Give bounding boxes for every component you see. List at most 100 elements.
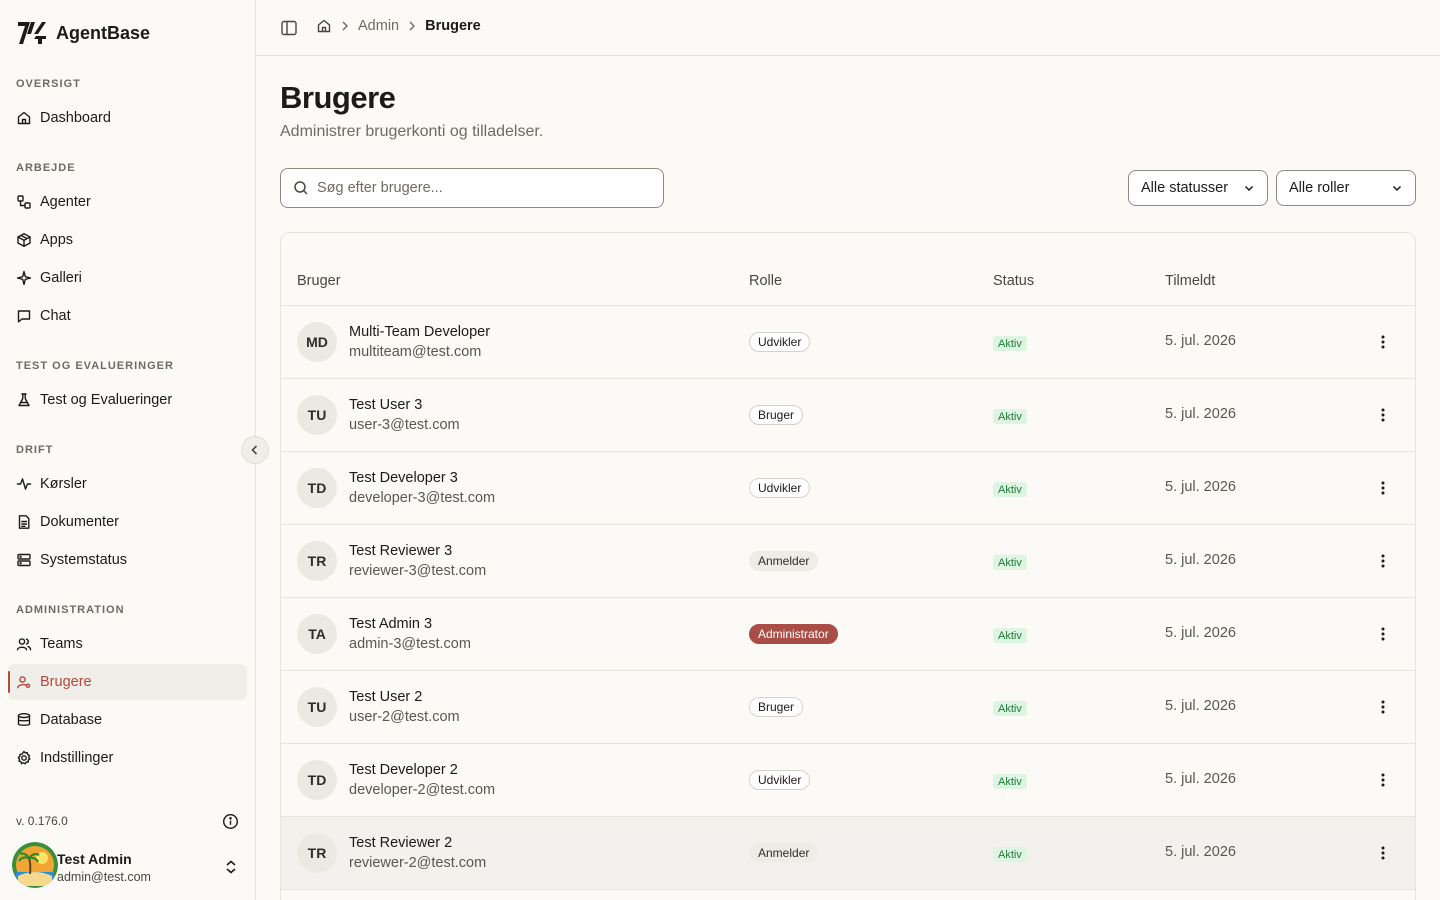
search-box (280, 168, 664, 208)
sidebar-item-indstillinger[interactable]: Indstillinger (8, 740, 247, 776)
user-email: reviewer-2@test.com (349, 855, 487, 871)
sidebar-item-label: Systemstatus (40, 552, 128, 568)
row-actions-button[interactable] (1369, 332, 1397, 352)
joined-date: 5. jul. 2026 (1165, 625, 1236, 641)
user-cog-icon (17, 676, 31, 689)
info-icon[interactable] (222, 813, 239, 830)
avatar: TD (297, 468, 337, 508)
activity-icon (16, 478, 32, 490)
chevron-left-icon (251, 445, 258, 455)
role-filter-select[interactable]: Alle roller (1276, 170, 1416, 206)
chevron-down-icon (1392, 185, 1402, 192)
chevron-right-icon (342, 21, 348, 31)
table-row[interactable]: TA Test Admin 3 admin-3@test.com Administra… (281, 598, 1415, 671)
user-name: Multi-Team Developer (349, 324, 491, 340)
sidebar-item-label: Dokumenter (40, 514, 119, 530)
table-row[interactable]: TD Test Developer 3 developer-3@test.com Ud… (281, 452, 1415, 525)
user-name: Test User 3 (349, 397, 423, 413)
user-email: multiteam@test.com (349, 344, 482, 360)
section-label-0: OVERSIGT (16, 78, 81, 90)
table-row[interactable]: TU Test User 2 user-2@test.com Bruger Aktiv 5… (281, 671, 1415, 744)
sidebar-item-database[interactable]: Database (8, 702, 247, 738)
avatar: TU (297, 687, 337, 727)
user-name: Test Admin (57, 851, 132, 867)
user-name: Test Reviewer 2 (349, 835, 453, 851)
avatar: TU (297, 395, 337, 435)
sidebar-item-test-og-evalueringer[interactable]: Test og Evalueringer (8, 382, 247, 418)
header-divider (281, 305, 1415, 306)
column-header-role: Rolle (749, 273, 783, 289)
row-actions-button[interactable] (1369, 478, 1397, 498)
user-email: user-3@test.com (349, 417, 460, 433)
topbar: Admin Brugere (256, 0, 1440, 56)
users-table: Bruger Rolle Status Tilmeldt MD Multi-Tea… (280, 232, 1416, 900)
status-filter-value: Alle statusser (1141, 180, 1229, 196)
home-icon[interactable] (316, 18, 332, 34)
role-badge: Udvikler (749, 332, 811, 352)
app-version: v. 0.176.0 (16, 814, 68, 828)
sidebar-item-label: Brugere (40, 674, 92, 690)
sidebar-item-systemstatus[interactable]: Systemstatus (8, 542, 247, 578)
table-row[interactable]: TR Test Reviewer 3 reviewer-3@test.com Anme… (281, 525, 1415, 598)
sidebar-item-dokumenter[interactable]: Dokumenter (8, 504, 247, 540)
user-email: admin-3@test.com (349, 636, 471, 652)
table-row[interactable]: TD Test Developer 2 developer-2@test.com Ud… (281, 744, 1415, 817)
avatar: MD (297, 322, 337, 362)
sidebar-item-teams[interactable]: Teams (8, 626, 247, 662)
panel-left-icon[interactable] (280, 19, 298, 37)
table-row[interactable]: TU Test User 3 user-3@test.com Bruger Aktiv 5… (281, 379, 1415, 452)
row-actions-button[interactable] (1369, 843, 1397, 863)
collapse-sidebar-button[interactable] (241, 436, 269, 464)
status-badge: Aktiv (993, 555, 1027, 570)
table-row[interactable]: MD Multi-Team Developer multiteam@test.com… (281, 306, 1415, 379)
user-email: user-2@test.com (349, 709, 460, 725)
sidebar-item-dashboard[interactable]: Dashboard (8, 100, 247, 136)
status-badge: Aktiv (993, 774, 1027, 789)
user-email: developer-3@test.com (349, 490, 496, 506)
sidebar-item-galleri[interactable]: Galleri (8, 260, 247, 296)
role-badge: Anmelder (749, 843, 819, 863)
breadcrumb-admin[interactable]: Admin (358, 18, 400, 34)
sparkles-icon (16, 270, 32, 286)
row-actions-button[interactable] (1369, 405, 1397, 425)
joined-date: 5. jul. 2026 (1165, 771, 1236, 787)
sidebar-item-label: Chat (40, 308, 71, 324)
status-badge: Aktiv (993, 628, 1027, 643)
sidebar-item-label: Test og Evalueringer (40, 392, 173, 408)
status-filter-select[interactable]: Alle statusser (1128, 170, 1268, 206)
message-square-icon (17, 310, 31, 323)
sidebar-item-chat[interactable]: Chat (8, 298, 247, 334)
brand-name: AgentBase (56, 22, 151, 43)
more-vertical-icon (1381, 627, 1385, 641)
row-actions-button[interactable] (1369, 770, 1397, 790)
status-badge: Aktiv (993, 847, 1027, 862)
joined-date: 5. jul. 2026 (1165, 698, 1236, 714)
column-header-user: Bruger (297, 273, 341, 289)
more-vertical-icon (1381, 408, 1385, 422)
joined-date: 5. jul. 2026 (1165, 552, 1236, 568)
role-filter-value: Alle roller (1289, 180, 1350, 196)
brand[interactable]: AgentBase (16, 20, 150, 46)
row-actions-button[interactable] (1369, 697, 1397, 717)
status-badge: Aktiv (993, 336, 1027, 351)
avatar: TD (297, 760, 337, 800)
sidebar-item-kørsler[interactable]: Kørsler (8, 466, 247, 502)
section-label-4: ADMINISTRATION (16, 604, 125, 616)
avatar: TR (297, 833, 337, 873)
table-row[interactable]: TR Test Reviewer 2 reviewer-2@test.com Anme… (281, 817, 1415, 890)
workflow-icon (17, 195, 31, 209)
avatar: TA (297, 614, 337, 654)
row-actions-button[interactable] (1369, 624, 1397, 644)
sidebar-item-apps[interactable]: Apps (8, 222, 247, 258)
sidebar-item-agenter[interactable]: Agenter (8, 184, 247, 220)
more-vertical-icon (1381, 554, 1385, 568)
chevron-down-icon (1244, 185, 1254, 192)
home-icon (17, 111, 31, 125)
joined-date: 5. jul. 2026 (1165, 333, 1236, 349)
search-input[interactable] (317, 180, 647, 196)
status-badge: Aktiv (993, 409, 1027, 424)
row-actions-button[interactable] (1369, 551, 1397, 571)
page-title: Brugere (280, 80, 396, 115)
sidebar-item-brugere[interactable]: Brugere (8, 664, 247, 700)
user-menu[interactable]: Test Admin admin@test.com (12, 840, 248, 890)
